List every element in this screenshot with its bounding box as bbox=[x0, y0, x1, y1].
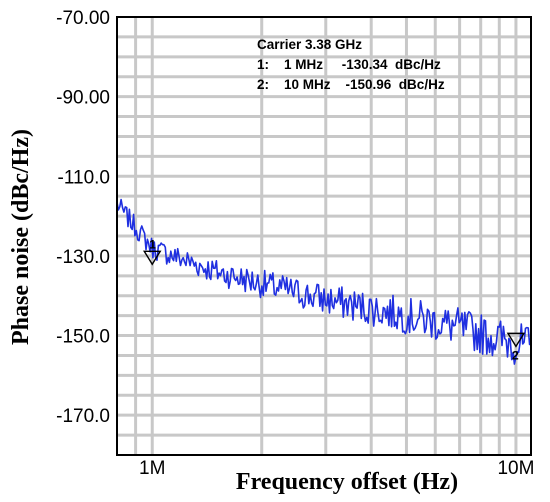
y-tick-label: -90.00 bbox=[56, 88, 110, 109]
marker-2-triangle bbox=[506, 332, 526, 348]
plot-frame bbox=[116, 16, 532, 456]
y-tick-label: -130.0 bbox=[56, 247, 110, 268]
marker-1-annotation: 1: 1 MHz -130.34 dBc/Hz bbox=[257, 57, 441, 72]
marker-2-label: 2 bbox=[512, 348, 519, 362]
y-tick-labels: -70.00 -90.00 -110.0 -130.0 -150.0 -170.0 bbox=[56, 8, 110, 427]
y-axis-label: Phase noise (dBc/Hz) bbox=[8, 129, 34, 345]
y-tick-label: -110.0 bbox=[58, 167, 110, 188]
marker-1-label: 1 bbox=[149, 237, 156, 251]
x-tick-label: 10M bbox=[497, 458, 534, 479]
marker-1-triangle bbox=[142, 250, 162, 266]
x-tick-label: 1M bbox=[139, 458, 165, 479]
series-line bbox=[116, 198, 532, 365]
x-tick-labels: 1M 10M bbox=[139, 458, 534, 479]
x-axis-label: Frequency offset (Hz) bbox=[236, 469, 458, 495]
marker-2-annotation: 2: 10 MHz -150.96 dBc/Hz bbox=[257, 77, 445, 92]
y-tick-label: -70.00 bbox=[56, 8, 110, 29]
carrier-annotation: Carrier 3.38 GHz bbox=[257, 37, 362, 52]
markers: 12 bbox=[142, 237, 526, 362]
y-tick-label: -170.0 bbox=[56, 406, 110, 427]
y-tick-label: -150.0 bbox=[56, 327, 110, 348]
